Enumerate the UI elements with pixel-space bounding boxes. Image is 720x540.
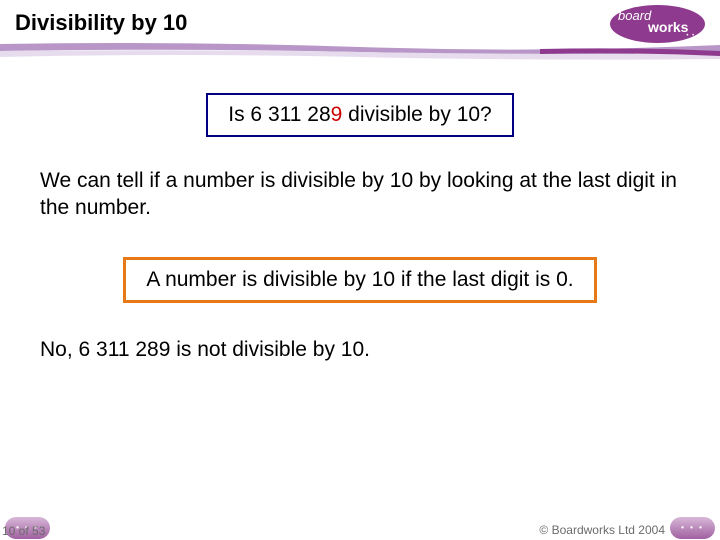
decorative-swoosh <box>0 41 720 63</box>
page-number: 10 of 53 <box>2 524 45 538</box>
rule-box: A number is divisible by 10 if the last … <box>123 257 596 303</box>
ellipsis-icon: • • • <box>681 523 704 532</box>
header-bar: Divisibility by 10 board works • • • <box>0 0 720 41</box>
boardworks-logo: board works • • • <box>610 5 710 45</box>
logo-oval: board works • • • <box>610 5 705 43</box>
question-box: Is 6 311 289 divisible by 10? <box>206 93 513 137</box>
logo-text-board: board <box>618 8 651 23</box>
answer-text: No, 6 311 289 is not divisible by 10. <box>40 338 680 362</box>
slide-content: Is 6 311 289 divisible by 10? We can tel… <box>0 63 720 382</box>
page-title: Divisibility by 10 <box>15 10 705 36</box>
highlighted-digit: 9 <box>331 103 343 126</box>
footer-bar: • • • 10 of 53 © Boardworks Ltd 2004 • •… <box>0 515 720 540</box>
next-slide-button[interactable]: • • • <box>670 517 715 539</box>
question-prefix: Is 6 311 28 <box>228 103 330 126</box>
explanation-text: We can tell if a number is divisible by … <box>40 167 680 222</box>
logo-text-works: works <box>648 19 688 35</box>
copyright-text: © Boardworks Ltd 2004 <box>539 523 665 537</box>
question-suffix: divisible by 10? <box>342 103 491 126</box>
logo-dots-icon: • • • <box>686 33 701 39</box>
